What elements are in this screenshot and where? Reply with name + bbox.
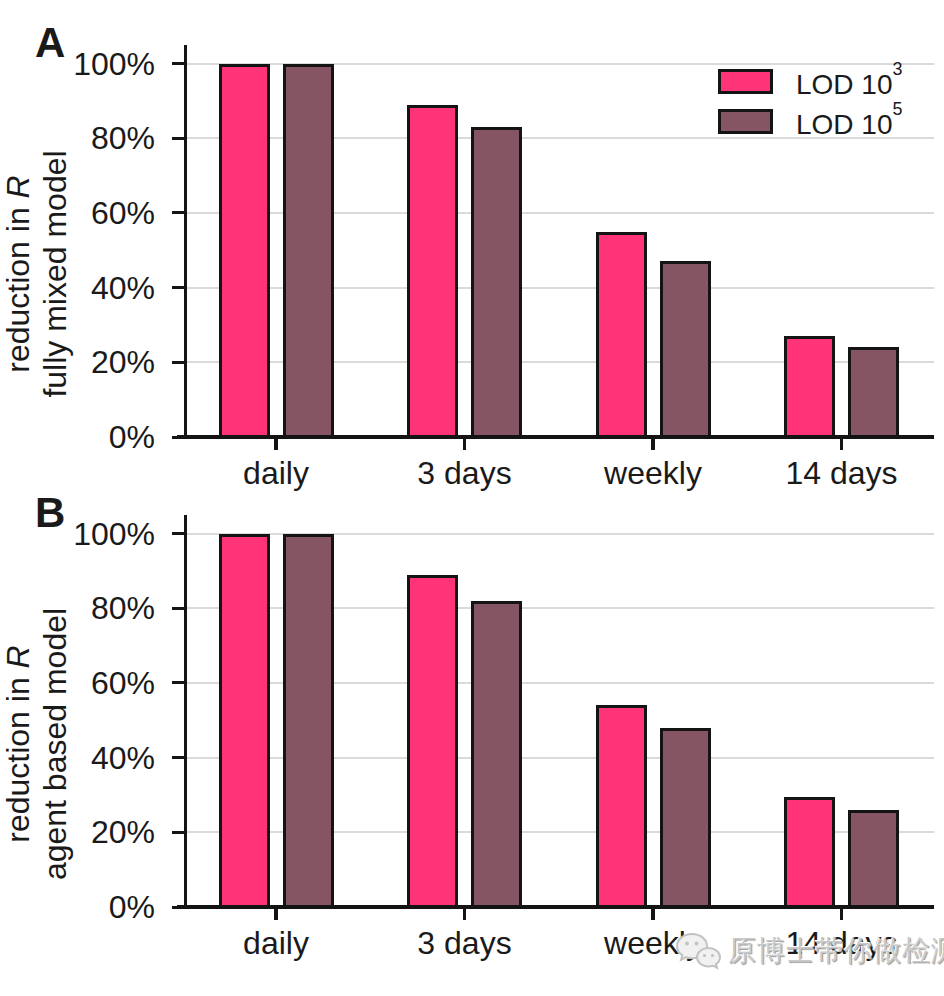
y-tick-a-100% (172, 62, 184, 65)
x-tick-label-a-3days: 3 days (373, 453, 557, 493)
x-tick-label-a-weekly: weekly (561, 453, 745, 493)
x-axis-line-b (177, 905, 934, 909)
x-tick-a-weekly (651, 439, 655, 450)
legend-swatch-lod5 (718, 109, 773, 134)
y-tick-label-b-80%: 80% (35, 588, 155, 628)
y-axis-label-panel-b-line1: reduction in R (0, 544, 37, 944)
x-tick-b-14days (840, 909, 844, 920)
bar-a-14days-LOD105 (848, 347, 899, 439)
y-tick-a-0% (172, 436, 184, 439)
x-axis-line-a (177, 435, 934, 439)
x-tick-b-weekly (651, 909, 655, 920)
y-tick-a-40% (172, 286, 184, 289)
bar-a-weekly-LOD103 (596, 232, 647, 439)
y-tick-label-a-20%: 20% (35, 342, 155, 382)
y-tick-label-b-0%: 0% (35, 887, 155, 927)
legend-label-lod3: LOD 103 (796, 64, 902, 99)
x-tick-label-b-3days: 3 days (373, 923, 557, 963)
bar-b-14days-LOD105 (848, 810, 899, 909)
bar-b-daily-LOD103 (219, 534, 270, 910)
y-tick-b-80% (172, 607, 184, 610)
y-tick-b-0% (172, 906, 184, 909)
x-tick-b-3days (463, 909, 467, 920)
bar-b-3days-LOD105 (471, 601, 522, 909)
y-tick-label-a-100%: 100% (35, 44, 155, 84)
bar-b-daily-LOD105 (283, 534, 334, 910)
wechat-icon (674, 930, 722, 972)
bar-a-daily-LOD105 (283, 64, 334, 440)
x-tick-label-a-14days: 14 days (750, 453, 934, 493)
bar-a-weekly-LOD105 (660, 261, 711, 439)
y-axis-line-b (184, 515, 188, 909)
y-tick-b-60% (172, 681, 184, 684)
y-tick-a-20% (172, 361, 184, 364)
y-tick-label-a-60%: 60% (35, 193, 155, 233)
y-tick-a-60% (172, 211, 184, 214)
two-panel-bar-chart-figure: A B reduction in R fully mixed model red… (0, 0, 944, 996)
y-tick-label-b-100%: 100% (35, 514, 155, 554)
x-tick-a-14days (840, 439, 844, 450)
y-tick-b-100% (172, 532, 184, 535)
watermark-text: 原博士带你做检测 (728, 927, 944, 975)
legend-item-lod5: LOD 105 (718, 109, 902, 134)
bar-b-3days-LOD103 (407, 575, 458, 909)
x-tick-label-b-daily: daily (184, 923, 368, 963)
x-tick-label-a-daily: daily (184, 453, 368, 493)
y-tick-b-40% (172, 756, 184, 759)
y-axis-label-panel-a-line1: reduction in R (0, 74, 37, 474)
y-tick-label-b-60%: 60% (35, 663, 155, 703)
bar-a-daily-LOD103 (219, 64, 270, 440)
legend-label-lod5: LOD 105 (796, 104, 902, 139)
bar-a-3days-LOD103 (407, 105, 458, 439)
y-tick-a-80% (172, 137, 184, 140)
y-tick-label-a-80%: 80% (35, 118, 155, 158)
legend-item-lod3: LOD 103 (718, 69, 902, 94)
legend-swatch-lod3 (718, 69, 773, 94)
legend: LOD 103 LOD 105 (718, 69, 902, 149)
bar-a-14days-LOD103 (784, 336, 835, 439)
y-tick-label-b-20%: 20% (35, 812, 155, 852)
bar-b-weekly-LOD105 (660, 728, 711, 909)
y-tick-label-a-40%: 40% (35, 268, 155, 308)
y-tick-label-b-40%: 40% (35, 738, 155, 778)
bar-b-14days-LOD103 (784, 797, 835, 909)
y-tick-b-20% (172, 831, 184, 834)
x-tick-b-daily (274, 909, 278, 920)
bar-a-3days-LOD105 (471, 127, 522, 439)
y-tick-label-a-0%: 0% (35, 417, 155, 457)
x-tick-a-daily (274, 439, 278, 450)
y-axis-line-a (184, 45, 188, 439)
bar-b-weekly-LOD103 (596, 705, 647, 909)
x-tick-a-3days (463, 439, 467, 450)
watermark: 原博士带你做检测 (674, 927, 944, 975)
